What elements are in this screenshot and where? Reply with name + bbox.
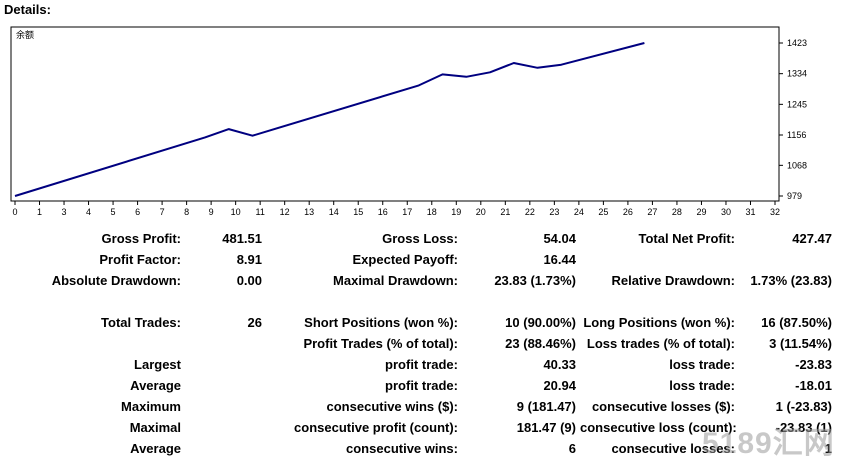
stat-value: 40.33: [543, 357, 576, 372]
stat-value: 481.51: [222, 231, 262, 246]
y-tick-label: 1068: [787, 160, 807, 170]
stat-value: 26: [247, 315, 262, 330]
stat-label: consecutive wins ($):: [326, 399, 458, 414]
x-tick-label: 22: [525, 207, 535, 217]
stat-value: 10 (90.00%): [505, 315, 576, 330]
x-tick-label: 6: [135, 207, 140, 217]
stat-value: 181.47 (9): [516, 420, 576, 435]
x-tick-label: 30: [721, 207, 731, 217]
stat-label: loss trade:: [669, 357, 735, 372]
stat-label: Maximal: [129, 420, 181, 435]
x-tick-label: 10: [231, 207, 241, 217]
x-tick-label: 12: [280, 207, 290, 217]
chart-title: 余额: [16, 29, 34, 40]
stat-label: profit trade:: [385, 378, 458, 393]
x-tick-label: 11: [255, 207, 264, 217]
stat-value: -18.01: [795, 378, 832, 393]
x-tick-label: 7: [160, 207, 165, 217]
x-tick-label: 24: [574, 207, 584, 217]
stat-label: Average: [130, 378, 181, 393]
stat-value: 6: [568, 441, 576, 456]
x-tick-label: 23: [549, 207, 559, 217]
stat-label: consecutive loss (count):: [580, 420, 737, 435]
x-tick-label: 17: [402, 207, 412, 217]
x-tick-label: 27: [647, 207, 657, 217]
stat-label: consecutive losses ($):: [591, 399, 735, 414]
x-tick-label: 21: [500, 207, 510, 217]
balance-line: [14, 42, 645, 197]
stat-label: Expected Payoff:: [352, 252, 458, 267]
x-tick-label: 9: [209, 207, 214, 217]
stat-value: 0.00: [236, 273, 262, 288]
stat-label: Gross Loss:: [382, 231, 458, 246]
x-tick-label: 20: [476, 207, 486, 217]
stat-value: 3 (11.54%): [769, 336, 832, 351]
x-tick-label: 3: [62, 207, 67, 217]
x-tick-label: 1: [37, 207, 42, 217]
x-tick-label: 16: [378, 207, 388, 217]
y-tick-label: 1334: [787, 69, 807, 79]
y-tick-label: 1245: [787, 99, 807, 109]
stat-label: loss trade:: [669, 378, 735, 393]
stat-label: Total Trades:: [101, 315, 181, 330]
stat-value: 8.91: [236, 252, 262, 267]
stat-value: -23.83: [795, 357, 832, 372]
stat-value: 54.04: [543, 231, 576, 246]
stat-label: Absolute Drawdown:: [51, 273, 181, 288]
stat-label: Total Net Profit:: [638, 231, 735, 246]
stat-label: Short Positions (won %):: [304, 315, 458, 330]
stat-label: Profit Trades (% of total):: [303, 336, 458, 351]
stat-label: Largest: [134, 357, 181, 372]
stat-label: Maximum: [121, 399, 181, 414]
x-tick-label: 29: [696, 207, 706, 217]
y-tick-label: 1423: [787, 38, 807, 48]
x-tick-label: 32: [770, 207, 780, 217]
stat-value: 1.73% (23.83): [750, 273, 832, 288]
stat-value: 16.44: [543, 252, 576, 267]
stat-label: Gross Profit:: [101, 231, 181, 246]
stat-label: profit trade:: [385, 357, 458, 372]
x-tick-label: 25: [598, 207, 608, 217]
details-title: Details:: [4, 2, 51, 17]
stat-value: 1: [824, 441, 832, 456]
plot-frame: [10, 26, 780, 202]
stat-value: -23.83 (1): [775, 420, 832, 435]
y-tick-label: 1156: [787, 130, 806, 140]
x-tick-label: 0: [12, 207, 17, 217]
stat-value: 9 (181.47): [516, 399, 576, 414]
x-tick-label: 4: [86, 207, 91, 217]
watermark: 5189汇网: [702, 427, 835, 460]
stat-value: 20.94: [543, 378, 576, 393]
stat-label: Loss trades (% of total):: [586, 336, 735, 351]
stat-label: Profit Factor:: [99, 252, 181, 267]
x-tick-label: 13: [304, 207, 314, 217]
x-tick-label: 5: [111, 207, 116, 217]
x-tick-label: 15: [353, 207, 363, 217]
stat-label: Maximal Drawdown:: [333, 273, 458, 288]
stat-value: 16 (87.50%): [761, 315, 832, 330]
x-tick-label: 14: [329, 207, 339, 217]
x-tick-label: 28: [672, 207, 682, 217]
x-tick-label: 31: [745, 207, 755, 217]
x-tick-label: 8: [184, 207, 189, 217]
stat-label: consecutive profit (count):: [294, 420, 458, 435]
x-tick-label: 19: [451, 207, 461, 217]
x-tick-label: 26: [623, 207, 633, 217]
stat-label: Average: [130, 441, 181, 456]
x-tick-label: 18: [427, 207, 437, 217]
stat-value: 23 (88.46%): [505, 336, 576, 351]
stat-label: consecutive losses:: [611, 441, 735, 456]
stat-value: 23.83 (1.73%): [494, 273, 576, 288]
stat-label: Long Positions (won %):: [583, 315, 735, 330]
stat-value: 427.47: [792, 231, 832, 246]
stat-label: consecutive wins:: [346, 441, 458, 456]
stat-label: Relative Drawdown:: [611, 273, 735, 288]
stat-value: 1 (-23.83): [775, 399, 832, 414]
y-tick-label: 979: [787, 191, 802, 201]
